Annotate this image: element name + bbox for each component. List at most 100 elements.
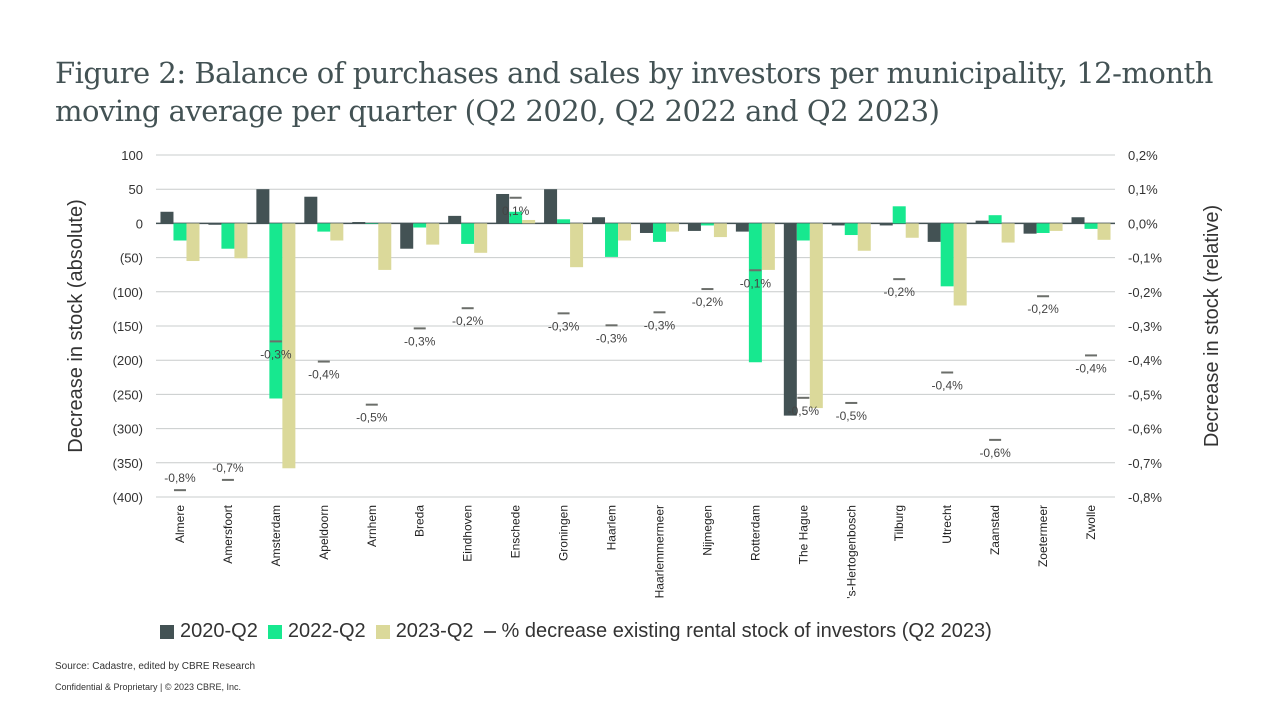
bar-2023-Q2 [1001,223,1015,243]
pct-label: -0,2% [452,314,484,328]
legend-label: 2020-Q2 [180,620,258,642]
bar-2023-Q2 [1097,223,1111,240]
x-tick-label: Groningen [557,505,571,561]
bar-2022-Q2 [605,223,619,257]
bar-2023-Q2 [186,223,200,262]
y-tick-label: (300) [113,422,143,437]
bar-2023-Q2 [905,223,919,238]
y2-tick-label: -0,1% [1128,251,1162,266]
y-tick-label: (150) [113,319,143,334]
pct-label: -0,8% [164,471,196,485]
y-tick-label: (350) [113,456,143,471]
bar-2023-Q2 [665,223,679,232]
x-tick-label: Amsterdam [269,505,283,566]
bar-2022-Q2 [1084,223,1098,229]
bar-2020-Q2 [256,189,270,224]
y-tick-label: 50 [129,182,143,197]
pct-label: -0,2% [884,285,916,299]
confidential-note: Confidential & Proprietary | © 2023 CBRE… [55,682,242,692]
bar-2023-Q2 [234,223,248,259]
x-tick-label: Eindhoven [461,505,475,562]
pct-label: -0,6% [979,446,1011,460]
bar-2023-Q2 [857,223,871,251]
bar-2023-Q2 [618,223,632,241]
bar-2020-Q2 [592,217,606,224]
pct-label: -0,3% [260,347,292,361]
bar-2022-Q2 [461,223,475,244]
bar-2022-Q2 [748,223,762,363]
x-tick-label: Almere [173,505,187,543]
x-tick-label: Apeldoorn [317,505,331,560]
source-note: Source: Cadastre, edited by CBRE Researc… [55,661,256,672]
legend-label: 2022-Q2 [287,620,366,642]
legend-item-2020: 2020-Q2 [160,620,258,643]
bar-2020-Q2 [735,223,749,232]
y-tick-label: (50) [120,251,143,266]
bar-2020-Q2 [927,223,941,242]
pct-label: -0,2% [692,295,724,309]
bar-2023-Q2 [282,223,296,469]
pct-label: -0,3% [404,334,436,348]
bar-2023-Q2 [570,223,584,268]
bar-2022-Q2 [509,211,523,224]
x-tick-label: Zwolle [1084,505,1098,540]
bar-2020-Q2 [496,193,510,224]
y2-tick-label: -0,3% [1128,319,1162,334]
bar-2022-Q2 [317,223,331,232]
bar-2020-Q2 [975,220,989,224]
pct-label: 0,1% [502,204,530,218]
y-tick-label: (400) [113,490,143,505]
y-tick-label: 0 [136,216,143,231]
bar-2023-Q2 [761,223,775,270]
legend-label: % decrease existing rental stock of inve… [501,620,992,642]
legend-item-pct: % decrease existing rental stock of inve… [483,620,992,643]
bar-2023-Q2 [378,223,392,270]
bar-2022-Q2 [413,223,427,228]
bar-2020-Q2 [352,222,366,224]
y-tick-label: (250) [113,387,143,402]
bar-2023-Q2 [1049,223,1063,231]
pct-label: -0,4% [931,379,963,393]
legend-swatch-2022 [267,624,282,639]
bar-2020-Q2 [1023,223,1037,234]
bar-2022-Q2 [365,223,379,224]
pct-label: -0,3% [548,319,580,333]
bar-2020-Q2 [879,223,893,226]
x-tick-label: Tilburg [892,505,906,541]
x-tick-label: Arnhem [365,505,379,547]
pct-label: -0,5% [356,411,388,425]
bar-2020-Q2 [639,223,653,233]
x-tick-label: Zoetermeer [1036,505,1050,567]
legend-label: 2023-Q2 [395,620,474,642]
bar-2020-Q2 [400,223,414,249]
bar-2023-Q2 [426,223,440,245]
x-tick-label: Utrecht [940,504,954,543]
bar-2023-Q2 [953,223,967,306]
y-tick-label: (100) [113,285,143,300]
bar-2020-Q2 [448,215,462,224]
bar-2022-Q2 [892,206,906,224]
figure-title: Figure 2: Balance of purchases and sales… [55,56,1213,128]
pct-label: -0,3% [644,318,676,332]
legend-swatch-2020 [160,624,174,639]
x-tick-label: Rotterdam [748,505,762,561]
bar-2022-Q2 [844,223,858,236]
y-axis-title: Decrease in stock (absolute) [65,199,87,452]
legend-item-2023: 2023-Q2 [375,620,474,643]
pct-label: -0,5% [788,404,820,418]
pct-label: -0,7% [212,461,244,475]
bar-2020-Q2 [783,223,797,416]
bar-2020-Q2 [304,196,318,224]
y2-tick-label: 0,1% [1128,182,1158,197]
y2-tick-label: -0,8% [1128,490,1162,505]
bar-2022-Q2 [557,219,571,224]
x-tick-label: Haarlem [605,505,619,550]
bar-2020-Q2 [544,189,558,224]
legend-dash-marker [483,630,496,633]
y2-tick-label: 0,0% [1128,216,1158,231]
bar-2022-Q2 [796,223,810,241]
bar-2023-Q2 [330,223,344,241]
x-tick-label: Haarlemmermeer [652,505,666,598]
bar-2020-Q2 [1071,217,1085,224]
